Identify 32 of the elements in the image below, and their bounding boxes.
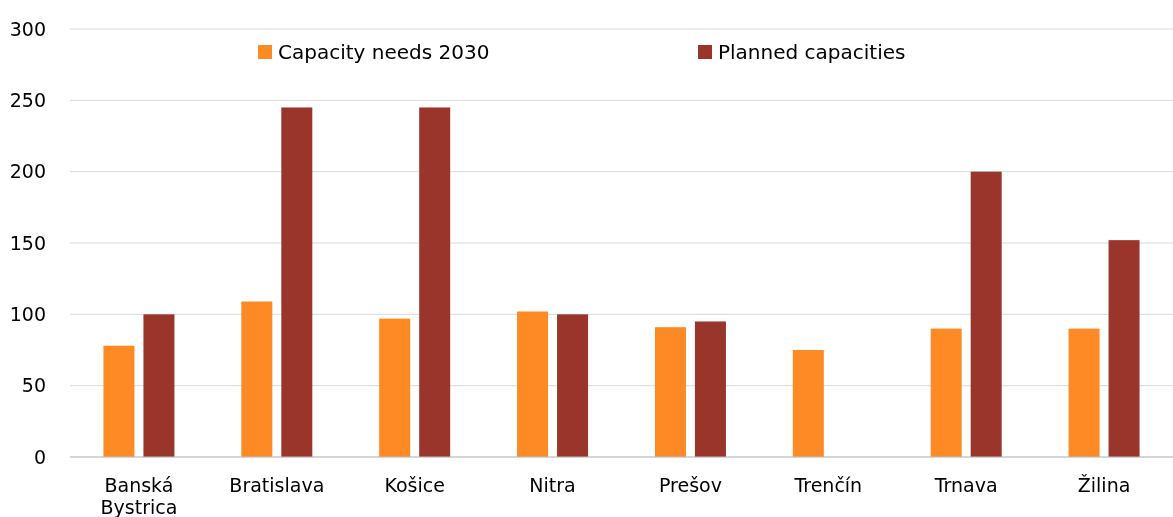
bar — [1108, 240, 1140, 457]
y-tick-label: 0 — [33, 445, 46, 468]
y-tick-label: 300 — [9, 17, 46, 40]
bar — [694, 321, 726, 457]
bar — [419, 107, 451, 457]
x-tick-label: Banská Bystrica — [100, 474, 178, 517]
bar — [1068, 328, 1100, 457]
legend-label: Planned capacities — [718, 40, 906, 64]
legend-label: Capacity needs 2030 — [278, 40, 490, 64]
x-tick-label: Nitra — [529, 474, 576, 496]
bar — [241, 301, 273, 457]
x-tick-label: Žilina — [1077, 474, 1131, 496]
bar — [557, 314, 589, 457]
x-tick-label: Trnava — [933, 474, 998, 496]
bar — [281, 107, 313, 457]
y-tick-label: 50 — [21, 374, 46, 397]
y-tick-label: 100 — [9, 302, 46, 325]
x-tick-label: Bratislava — [229, 474, 325, 496]
x-tick-label: Prešov — [658, 474, 722, 496]
bar — [143, 314, 175, 457]
bar — [792, 350, 824, 457]
bar — [970, 171, 1002, 457]
bar — [379, 318, 411, 457]
bar — [517, 311, 549, 457]
bar — [103, 345, 135, 457]
x-tick-label: Trenčín — [793, 474, 863, 496]
bar — [930, 328, 962, 457]
x-tick-label: Košice — [384, 474, 445, 496]
bar — [654, 327, 686, 457]
y-tick-label: 250 — [9, 88, 46, 111]
y-tick-label: 150 — [9, 231, 46, 254]
y-tick-label: 200 — [9, 160, 46, 183]
